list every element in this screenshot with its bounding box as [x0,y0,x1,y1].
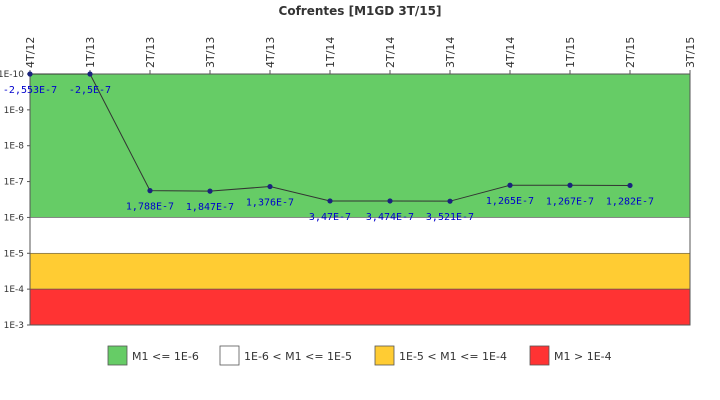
y-tick-label: 1E-7 [4,178,24,188]
data-label: 1,788E-7 [126,202,174,213]
legend-label: M1 > 1E-4 [554,350,612,363]
data-point [447,198,453,204]
data-point [87,71,93,77]
data-label: 1,376E-7 [246,198,294,209]
data-label: 3,47E-7 [309,212,351,223]
data-point [507,182,513,188]
x-tick-label: 1T/13 [84,37,97,68]
data-point [627,182,633,189]
x-tick-label: 2T/15 [624,37,637,68]
data-label-layer: -2,553E-7 -2,5E-7 1,788E-7 1,847E-7 1,376E-7… [3,85,654,223]
data-label: 1,267E-7 [546,196,594,207]
x-tick-label: 3T/14 [444,37,457,68]
data-point [267,183,273,190]
data-label: 1,282E-7 [606,196,654,207]
plot-border [29,73,691,326]
x-tick-label: 4T/14 [504,37,517,68]
legend-label: 1E-5 < M1 <= 1E-4 [399,350,507,363]
y-tick-label: 1E-9 [4,106,25,116]
data-label: 1,265E-7 [486,196,534,207]
legend: M1 <= 1E-6 1E-6 < M1 <= 1E-5 1E-5 < M1 <= … [107,345,612,366]
legend-swatch [374,345,395,366]
y-tick-label: 1E-10 [0,70,24,80]
band-3 [29,288,691,326]
data-point [387,198,393,204]
band-layer [29,73,691,326]
y-tick-label: 1E-5 [4,249,24,259]
chart-title: Cofrentes [M1GD 3T/15] [279,4,442,18]
band-0 [29,73,691,218]
x-tick-label: 1T/15 [564,37,577,68]
legend-label: 1E-6 < M1 <= 1E-5 [244,350,352,363]
x-tick-label: 1T/14 [324,37,337,68]
band-1 [29,217,691,254]
x-tick-label: 4T/12 [24,37,37,68]
legend-swatch [219,345,240,366]
legend-label: M1 <= 1E-6 [132,350,199,363]
y-tick-label: 1E-8 [4,142,25,152]
data-label: 1,847E-7 [186,202,234,213]
x-tick-label: 2T/13 [144,37,157,68]
data-point [567,182,573,188]
data-label: -2,5E-7 [69,85,111,96]
data-label: 3,521E-7 [426,212,474,223]
legend-swatch [107,345,128,366]
x-tick-label: 4T/13 [264,37,277,68]
data-label: 3,474E-7 [366,212,414,223]
data-label: -2,553E-7 [3,85,57,96]
y-tick-label: 1E-4 [4,285,25,295]
x-tick-label: 3T/15 [684,37,697,68]
y-tick-label: 1E-6 [4,213,25,223]
data-point [327,198,333,204]
data-point [207,188,213,194]
x-tick-label: 3T/13 [204,37,217,68]
x-tick-labels: 4T/12 1T/13 2T/13 3T/13 4T/13 1T/14 2T/14 3T/14… [24,37,697,74]
y-tick-label: 1E-3 [4,321,24,331]
data-point [27,71,33,77]
x-tick-label: 2T/14 [384,37,397,68]
plot-frame [29,73,691,326]
data-point [147,188,153,194]
series-line-layer [27,71,633,204]
y-tick-labels: 1E-10 1E-9 1E-8 1E-7 1E-6 1E-5 1E-4 1E-3 [0,70,30,331]
band-2 [29,252,691,290]
legend-swatch [529,345,550,366]
